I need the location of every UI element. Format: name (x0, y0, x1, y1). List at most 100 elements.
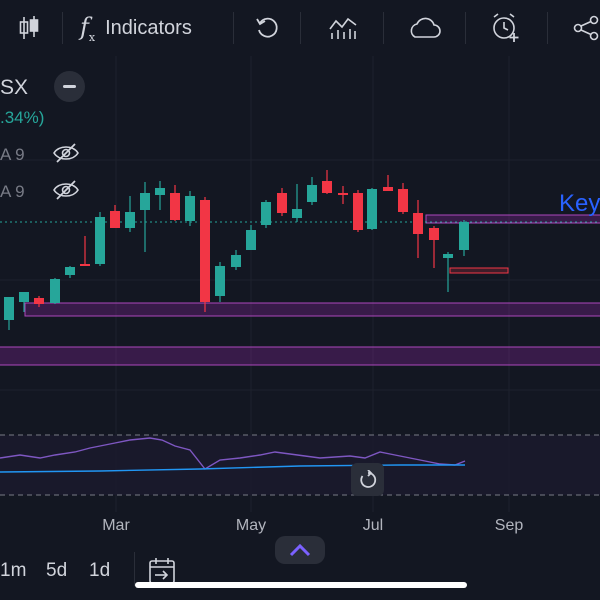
candle-body (50, 279, 60, 303)
candle-body (65, 267, 75, 275)
candle-body (215, 266, 225, 296)
candle[interactable] (231, 250, 241, 270)
candle-body (185, 196, 195, 221)
indicator-pane[interactable] (0, 434, 600, 496)
x-axis-label: Sep (495, 517, 524, 534)
candle-body (292, 209, 302, 218)
candle[interactable] (215, 262, 225, 302)
candle[interactable] (50, 278, 60, 304)
timeframe-5d[interactable]: 5d (46, 560, 68, 581)
candle-body (383, 187, 393, 191)
candle-body (322, 181, 332, 193)
indicators-label: Indicators (105, 16, 192, 39)
chart-canvas[interactable]: Mar May Jul Sep Key SX .34%) A 9 A 9 (0, 56, 600, 534)
support-zone-upper[interactable] (24, 302, 600, 317)
candle[interactable] (322, 170, 332, 194)
candle[interactable] (95, 212, 105, 266)
candle-body (155, 188, 165, 195)
undo-icon[interactable] (250, 0, 284, 56)
candle[interactable] (413, 200, 423, 258)
timeframe-1m[interactable]: 1m (0, 560, 27, 581)
candle-body (261, 202, 271, 225)
key-annotation: Key (559, 190, 600, 217)
candle[interactable] (277, 188, 287, 216)
cloud-icon[interactable] (404, 0, 444, 56)
candle[interactable] (307, 177, 317, 205)
candle[interactable] (246, 225, 256, 250)
candle-body (413, 213, 423, 234)
x-axis-label: Jul (363, 517, 383, 534)
candle[interactable] (338, 186, 348, 204)
candle-body (19, 292, 29, 302)
indicator-line-blue (0, 464, 465, 473)
indicator-line-purple (0, 437, 466, 470)
candle[interactable] (429, 226, 439, 268)
candle-body (95, 217, 105, 264)
support-zone-lower[interactable] (0, 346, 600, 366)
candle-body (80, 264, 90, 266)
top-toolbar: fx Indicators (0, 0, 600, 56)
ma-label-2: A 9 (0, 182, 25, 201)
candle[interactable] (459, 220, 469, 256)
candle-body (459, 222, 469, 250)
candle-body (277, 193, 287, 213)
candle[interactable] (367, 188, 377, 230)
function-icon: fx (80, 12, 96, 44)
candle-body (246, 230, 256, 250)
candle-body (200, 200, 210, 302)
symbol-name[interactable]: SX (0, 76, 29, 99)
eye-off-icon[interactable] (52, 142, 80, 169)
add-alert-icon[interactable] (488, 0, 522, 56)
candle-body (34, 298, 44, 304)
collapse-legend-button[interactable] (54, 71, 85, 102)
candle[interactable] (110, 205, 120, 228)
candle[interactable] (4, 297, 14, 330)
minus-icon (63, 85, 76, 88)
eye-off-icon[interactable] (52, 179, 80, 206)
candle-body (140, 193, 150, 210)
candle[interactable] (19, 292, 29, 312)
candle-body (443, 254, 453, 258)
candle[interactable] (80, 236, 90, 266)
candle-body (338, 193, 348, 195)
candle[interactable] (353, 190, 363, 232)
timeframe-1d[interactable]: 1d (89, 560, 111, 581)
candles-icon[interactable] (14, 0, 44, 56)
home-indicator (135, 582, 467, 588)
indicators-button[interactable]: fx Indicators (80, 0, 220, 56)
candle[interactable] (155, 181, 165, 210)
candle-body (231, 255, 241, 267)
chart-templates-icon[interactable] (326, 0, 360, 56)
candle[interactable] (398, 183, 408, 214)
candle[interactable] (65, 266, 75, 278)
candle[interactable] (34, 296, 44, 307)
x-axis-label: May (236, 517, 266, 534)
expand-panel-button[interactable] (275, 536, 325, 564)
candle-body (307, 185, 317, 202)
candles-group (4, 170, 469, 330)
candle[interactable] (140, 182, 150, 252)
share-icon[interactable] (572, 0, 600, 56)
reset-icon (359, 469, 376, 488)
resistance-zone[interactable] (425, 214, 600, 224)
candle-body (125, 212, 135, 228)
candle-body (4, 297, 14, 320)
chevron-up-icon (289, 543, 311, 557)
candle[interactable] (292, 184, 302, 222)
x-axis: Mar May Jul Sep (102, 517, 523, 534)
candle-body (353, 193, 363, 230)
candle-body (110, 211, 120, 228)
price-change: .34%) (0, 108, 45, 127)
candle[interactable] (261, 200, 271, 228)
x-axis-label: Mar (102, 517, 130, 534)
reset-chart-button[interactable] (351, 463, 384, 496)
candle-body (398, 189, 408, 212)
candle[interactable] (383, 175, 393, 191)
candle[interactable] (125, 196, 135, 232)
price-chart[interactable]: Mar May Jul Sep Key (0, 56, 600, 536)
small-red-box[interactable] (449, 267, 509, 274)
candle[interactable] (443, 252, 453, 292)
candle[interactable] (170, 185, 180, 221)
candle[interactable] (185, 191, 195, 226)
candle[interactable] (200, 197, 210, 312)
